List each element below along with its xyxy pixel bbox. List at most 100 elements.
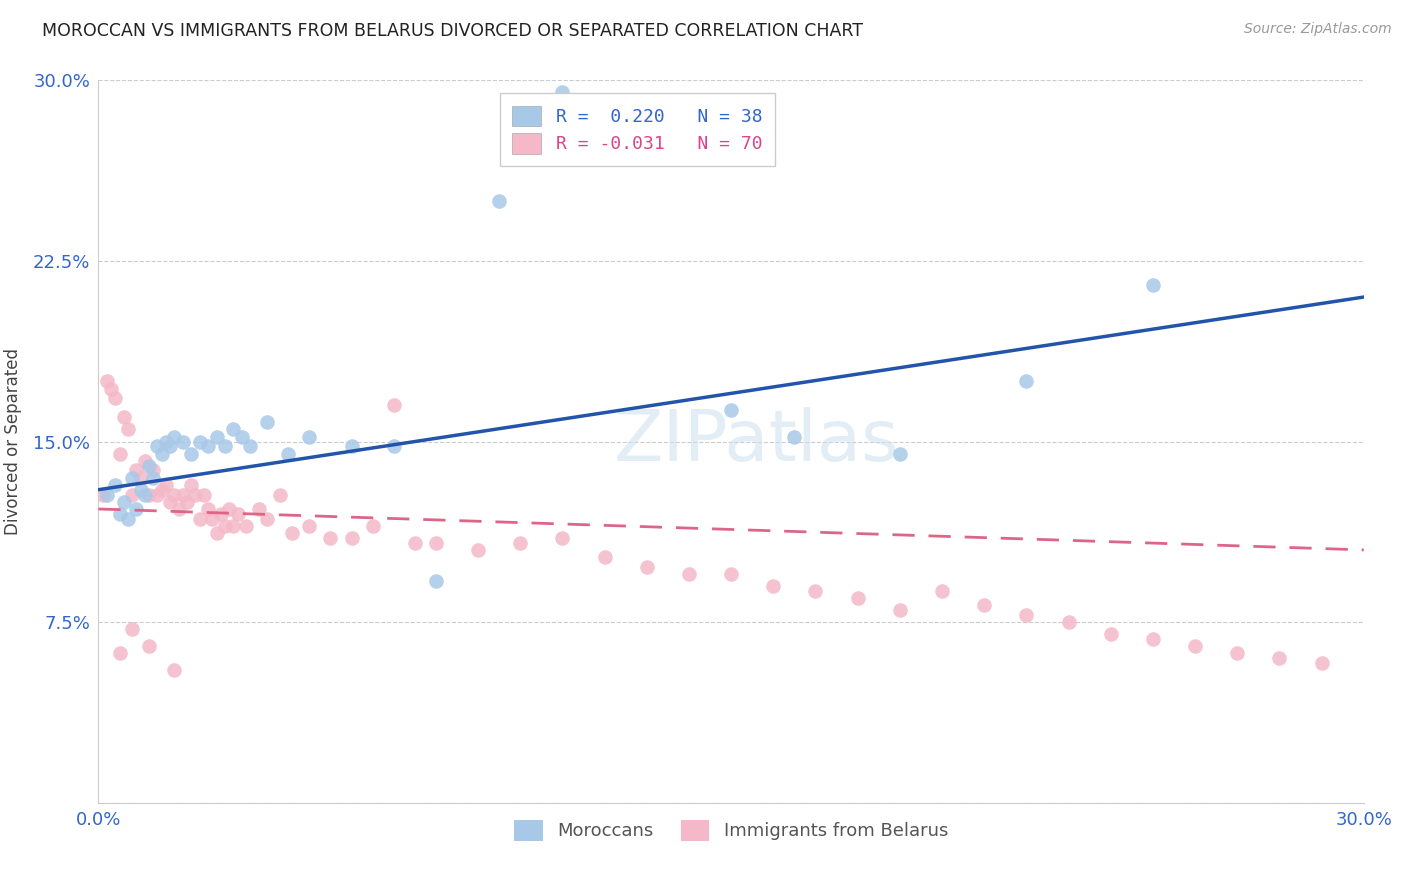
Point (382, 439, 405, 453)
Point (218, 502, 240, 516)
Point (1057, 615, 1080, 630)
Point (425, 535, 447, 549)
Point (467, 542, 489, 557)
Y-axis label: Divorced or Separated: Divorced or Separated (4, 348, 21, 535)
Point (108, 507, 131, 521)
Text: MOROCCAN VS IMMIGRANTS FROM BELARUS DIVORCED OR SEPARATED CORRELATION CHART: MOROCCAN VS IMMIGRANTS FROM BELARUS DIVO… (42, 22, 863, 40)
Point (256, 415, 278, 429)
Point (121, 470, 143, 484)
Point (382, 398, 405, 412)
Point (509, 535, 531, 549)
Point (1015, 374, 1038, 388)
Point (104, 391, 127, 405)
Point (180, 478, 202, 492)
Point (889, 446, 911, 460)
Point (159, 494, 181, 508)
Point (1226, 647, 1249, 661)
Point (1142, 632, 1164, 646)
Point (197, 502, 219, 516)
Point (846, 591, 869, 605)
Point (298, 430, 321, 444)
Point (142, 463, 165, 477)
Point (1142, 277, 1164, 292)
Point (188, 434, 211, 449)
Point (125, 463, 148, 477)
Point (180, 446, 202, 460)
Point (176, 494, 198, 508)
Point (551, 531, 574, 545)
Point (184, 487, 207, 501)
Text: Source: ZipAtlas.com: Source: ZipAtlas.com (1244, 22, 1392, 37)
Point (247, 502, 270, 516)
Point (146, 439, 169, 453)
Point (205, 430, 228, 444)
Point (762, 579, 785, 593)
Point (226, 507, 249, 521)
Point (720, 403, 742, 417)
Point (197, 439, 219, 453)
Point (150, 483, 173, 497)
Point (138, 639, 160, 653)
Point (112, 410, 135, 425)
Point (129, 483, 152, 497)
Point (108, 647, 131, 661)
Point (973, 599, 995, 613)
Point (319, 531, 342, 545)
Point (138, 458, 160, 473)
Point (125, 502, 148, 516)
Point (488, 194, 510, 208)
Point (188, 511, 211, 525)
Point (134, 454, 156, 468)
Text: ZIPatlas: ZIPatlas (613, 407, 900, 476)
Point (163, 430, 186, 444)
Point (222, 518, 245, 533)
Point (931, 583, 953, 598)
Point (96, 374, 118, 388)
Point (112, 494, 135, 508)
Point (108, 446, 131, 460)
Point (593, 550, 616, 565)
Point (1015, 607, 1038, 622)
Point (889, 603, 911, 617)
Point (201, 511, 224, 525)
Point (193, 487, 215, 501)
Point (636, 559, 658, 574)
Point (163, 664, 186, 678)
Point (214, 518, 236, 533)
Point (404, 535, 426, 549)
Point (1268, 651, 1291, 665)
Point (209, 507, 232, 521)
Point (138, 487, 160, 501)
Point (551, 85, 574, 99)
Point (277, 446, 299, 460)
Point (91, 487, 114, 501)
Point (298, 518, 321, 533)
Point (172, 487, 194, 501)
Point (167, 502, 190, 516)
Point (134, 487, 156, 501)
Point (256, 511, 278, 525)
Point (100, 382, 122, 396)
Point (1099, 627, 1122, 641)
Point (163, 487, 186, 501)
Point (96, 487, 118, 501)
Point (720, 567, 742, 582)
Legend: Moroccans, Immigrants from Belarus: Moroccans, Immigrants from Belarus (506, 813, 956, 848)
Point (121, 623, 143, 637)
Point (214, 439, 236, 453)
Point (172, 434, 194, 449)
Point (340, 439, 363, 453)
Point (129, 470, 152, 484)
Point (1184, 639, 1206, 653)
Point (425, 574, 447, 589)
Point (231, 430, 253, 444)
Point (155, 478, 177, 492)
Point (235, 518, 257, 533)
Point (269, 487, 291, 501)
Point (159, 439, 181, 453)
Point (239, 439, 262, 453)
Point (361, 518, 384, 533)
Point (104, 478, 127, 492)
Point (121, 487, 143, 501)
Point (155, 434, 177, 449)
